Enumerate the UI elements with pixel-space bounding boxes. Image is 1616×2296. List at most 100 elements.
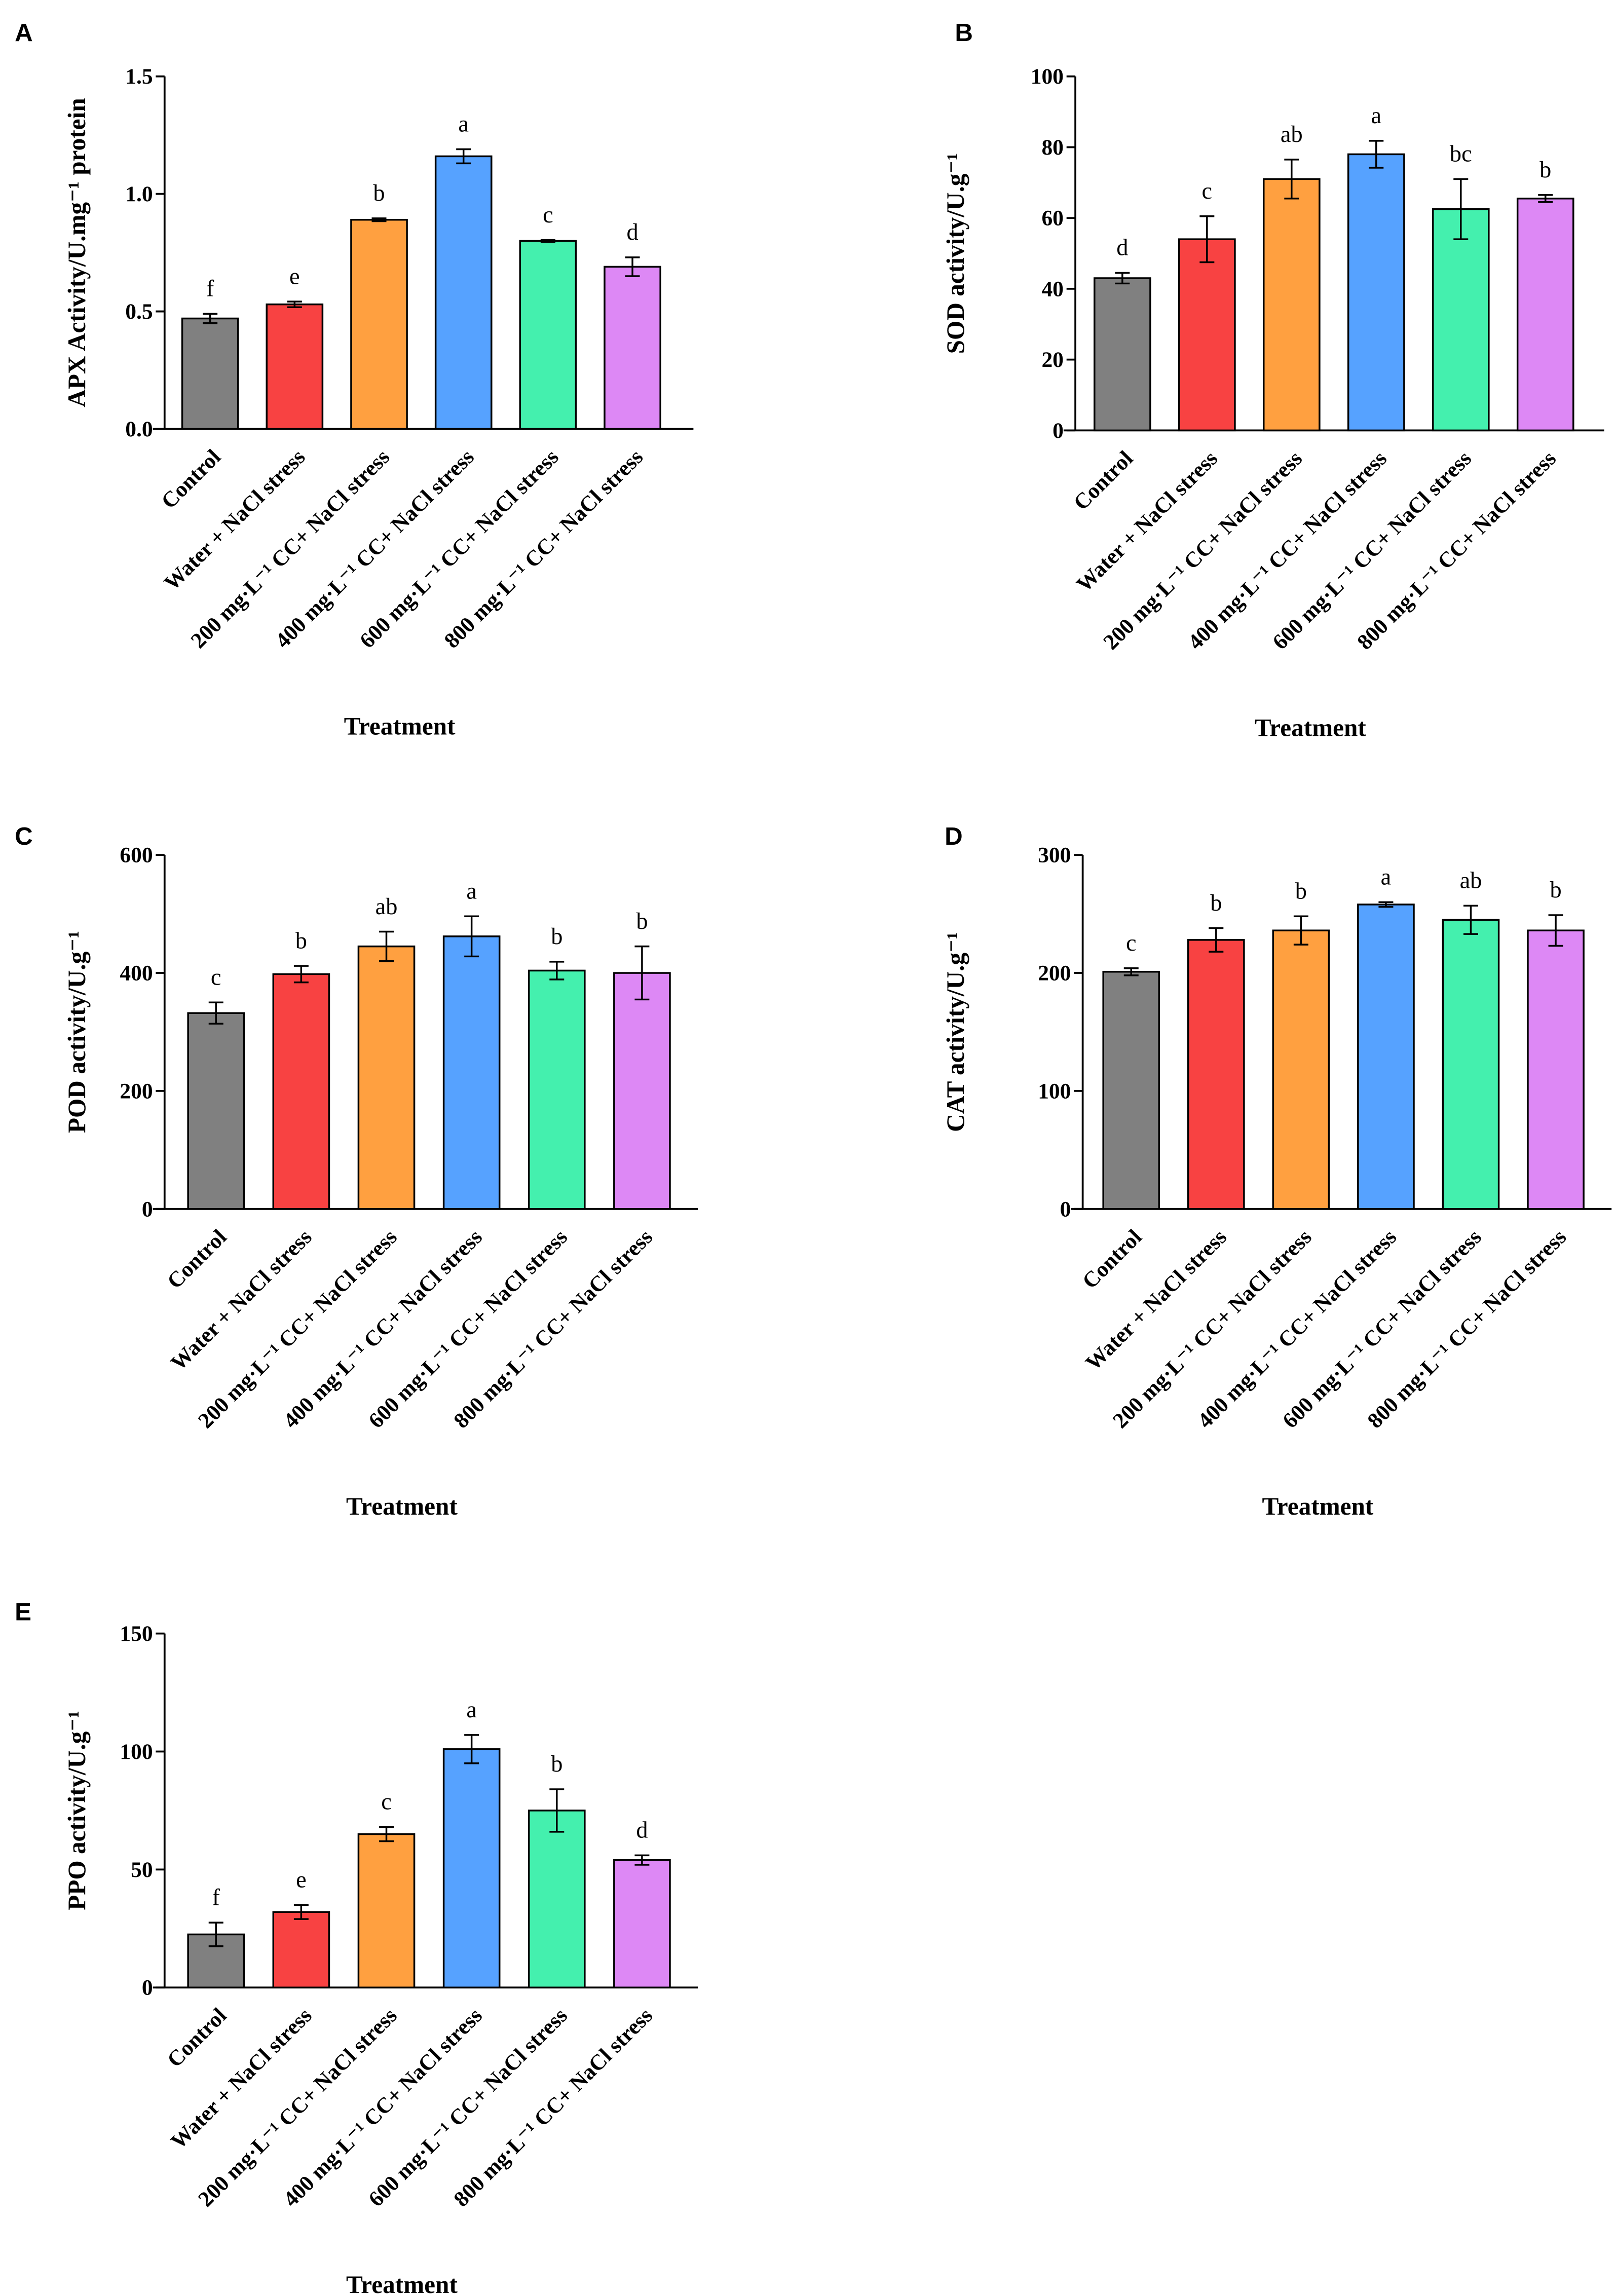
- bar: [1442, 919, 1500, 1210]
- error-bar: [1123, 967, 1139, 976]
- error-bar: [1293, 915, 1308, 946]
- significance-letter: b: [373, 180, 385, 206]
- significance-letter: ab: [375, 894, 398, 920]
- significance-letter: b: [1539, 157, 1551, 183]
- error-bar: [464, 1734, 479, 1764]
- y-tick-label: 20: [1041, 348, 1063, 372]
- x-tick-label: Water + NaCl stress: [166, 2003, 317, 2154]
- significance-letter: ab: [1281, 122, 1303, 147]
- bar: [519, 240, 577, 430]
- y-tick-label: 300: [1038, 843, 1071, 868]
- significance-letter: c: [1202, 178, 1213, 204]
- significance-letter: b: [551, 924, 562, 950]
- y-tick-label: 200: [120, 1079, 153, 1103]
- error-bar: [634, 945, 650, 1001]
- x-tick-label: Water + NaCl stress: [160, 445, 310, 595]
- bar: [1187, 939, 1245, 1210]
- y-axis-label: PPO activity/U.g⁻¹: [63, 1711, 91, 1910]
- significance-letter: c: [381, 1789, 392, 1815]
- significance-letter: e: [296, 1867, 307, 1893]
- bar: [1263, 178, 1321, 432]
- error-bar: [1199, 215, 1215, 264]
- error-bar: [549, 1788, 565, 1833]
- y-tick-label: 1.0: [125, 182, 153, 206]
- panel-letter: C: [15, 822, 33, 850]
- y-axis-label: POD activity/U.g⁻¹: [63, 931, 91, 1133]
- significance-letter: d: [1116, 235, 1128, 261]
- significance-letter: a: [458, 111, 469, 137]
- y-axis-label: CAT activity/U.g⁻¹: [942, 932, 969, 1132]
- x-tick-label: Water + NaCl stress: [1081, 1225, 1231, 1375]
- panel-d: D 0 100 200 300 CAT activity/U.g⁻¹ c Control b Wa…: [942, 822, 1612, 1520]
- bar: [266, 303, 324, 430]
- bar: [350, 218, 408, 430]
- significance-letter: a: [466, 1697, 477, 1723]
- panel-e: E 0 50 100 150 PPO activity/U.g⁻¹ f Control e Wat…: [15, 1598, 698, 2296]
- significance-letter: a: [466, 878, 477, 904]
- panel-c: C 0 200 400 600 POD activity/U.g⁻¹ c Control b Wa…: [15, 822, 698, 1520]
- x-tick-label: Control: [163, 1225, 232, 1294]
- error-bar: [208, 1001, 223, 1025]
- y-tick-label: 100: [1031, 64, 1064, 89]
- bar: [1272, 929, 1330, 1210]
- y-tick-label: 600: [120, 843, 153, 868]
- bar: [1102, 970, 1160, 1210]
- error-bar: [293, 1904, 309, 1920]
- x-tick-label: Control: [1078, 1225, 1147, 1294]
- panel-a: A 0.0 0.5 1.0 1.5 APX Activity/U.mg⁻¹ protein…: [15, 19, 694, 740]
- error-bar: [293, 965, 309, 984]
- bar: [357, 1833, 416, 1988]
- y-tick-label: 50: [131, 1858, 153, 1882]
- bar: [1527, 929, 1585, 1210]
- y-tick-label: 1.5: [125, 64, 153, 89]
- significance-letter: ab: [1460, 868, 1482, 894]
- error-bar: [1463, 905, 1478, 935]
- y-tick-label: 60: [1041, 206, 1063, 231]
- bar: [187, 1012, 245, 1210]
- error-bar: [464, 915, 479, 958]
- y-tick-label: 40: [1041, 277, 1063, 301]
- error-bar: [379, 930, 394, 962]
- error-bar: [1369, 140, 1384, 169]
- bar: [528, 1810, 586, 1988]
- significance-letter: c: [1126, 930, 1137, 956]
- y-tick-label: 150: [120, 1622, 153, 1646]
- significance-letter: b: [1295, 878, 1307, 904]
- error-bar: [208, 1922, 223, 1947]
- x-axis-label: Treatment: [1262, 1492, 1374, 1520]
- bar: [1357, 904, 1415, 1210]
- x-tick-label: Water + NaCl stress: [1072, 446, 1222, 596]
- bar: [272, 1911, 330, 1988]
- bar: [357, 945, 416, 1210]
- panel-letter: D: [945, 822, 963, 850]
- x-axis-label: Treatment: [344, 712, 456, 740]
- error-bar: [1115, 272, 1130, 285]
- x-tick-label: Control: [163, 2003, 232, 2072]
- x-axis-label: Treatment: [346, 2271, 458, 2296]
- error-bar: [1284, 159, 1299, 200]
- significance-letter: a: [1371, 103, 1382, 129]
- bar: [1094, 277, 1151, 432]
- y-tick-label: 0: [142, 1976, 153, 2000]
- significance-letter: b: [636, 909, 648, 934]
- error-bar: [625, 256, 640, 277]
- error-bar: [1538, 194, 1553, 203]
- bar: [613, 1859, 671, 1988]
- panel-letter: E: [15, 1598, 31, 1626]
- error-bar: [540, 239, 555, 243]
- significance-letter: f: [206, 276, 214, 302]
- error-bar: [1209, 927, 1224, 953]
- y-tick-label: 0.5: [125, 299, 153, 324]
- bar: [434, 155, 493, 430]
- significance-letter: d: [636, 1818, 648, 1843]
- y-tick-label: 100: [120, 1740, 153, 1764]
- error-bar: [379, 1826, 394, 1842]
- x-tick-label: Water + NaCl stress: [166, 1225, 317, 1375]
- error-bar: [634, 1854, 650, 1866]
- bar: [272, 973, 330, 1210]
- significance-letter: b: [1550, 877, 1561, 903]
- y-tick-label: 0: [1053, 419, 1064, 443]
- significance-letter: bc: [1450, 141, 1472, 167]
- significance-letter: a: [1381, 864, 1392, 890]
- x-tick-label: Control: [1069, 446, 1138, 515]
